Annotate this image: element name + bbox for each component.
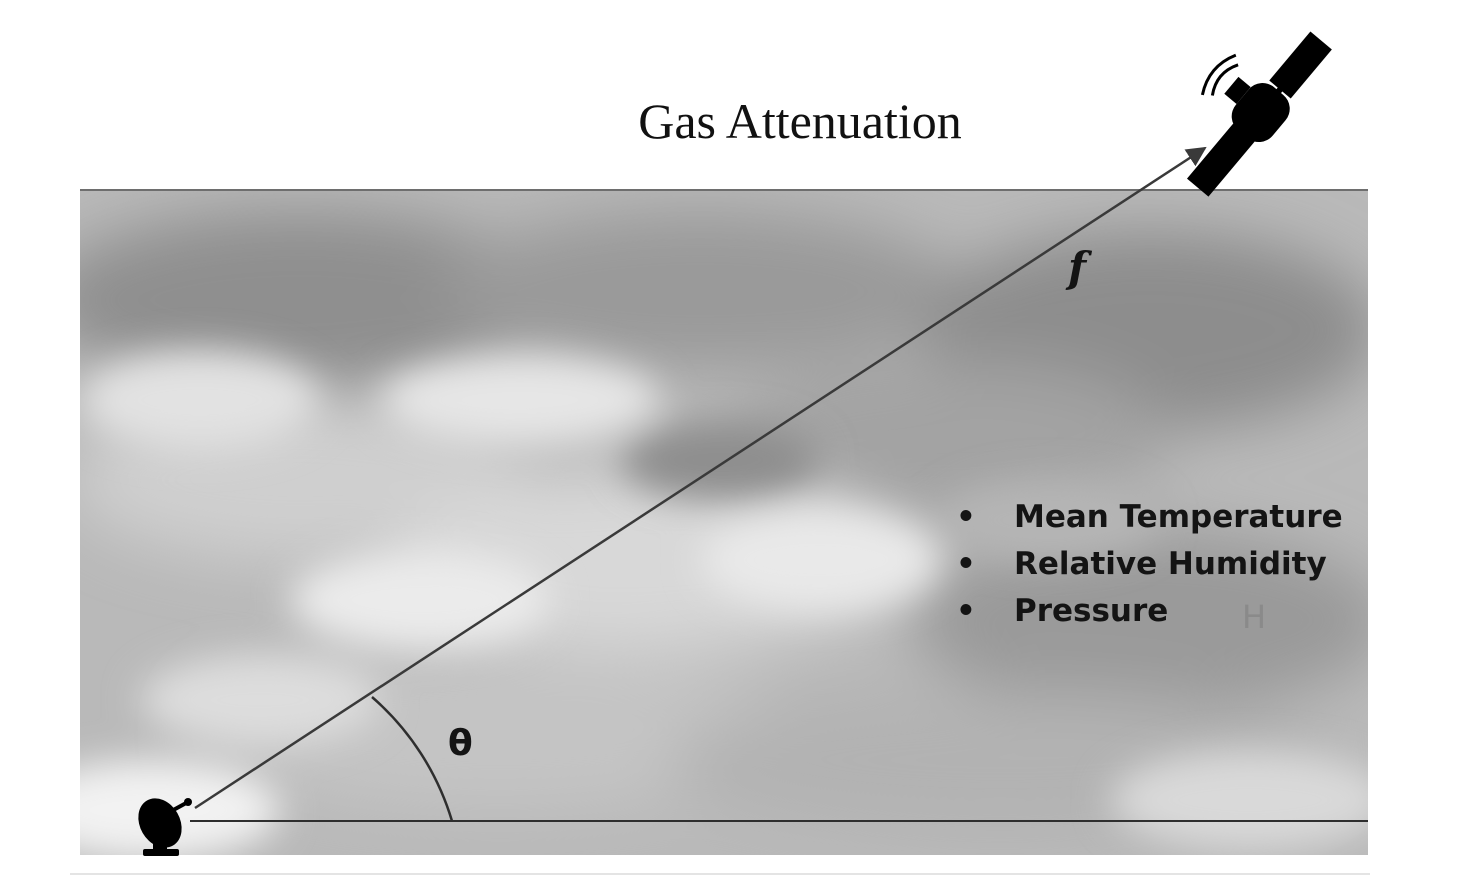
parameter-bullet: • [956,499,976,535]
atmosphere-cloud-layer [80,190,1368,855]
diagram-title: Gas Attenuation [638,93,962,149]
slant-path-arrow [194,146,1207,810]
parameter-item-relative-humidity: Relative Humidity [1014,546,1327,582]
parameter-bullet: • [956,593,976,629]
elevation-angle-label: θ [448,723,473,764]
parameter-item-mean-temperature: Mean Temperature [1014,499,1343,535]
parameter-bullet: • [956,546,976,582]
height-label: H [1242,598,1266,636]
satellite-dish-icon [138,798,192,856]
parameter-item-pressure: Pressure [1014,593,1168,629]
elevation-angle-arc [371,696,454,822]
satellite-icon [1186,31,1332,197]
parameter-list: • Mean Temperature • Relative Humidity •… [956,499,1343,629]
